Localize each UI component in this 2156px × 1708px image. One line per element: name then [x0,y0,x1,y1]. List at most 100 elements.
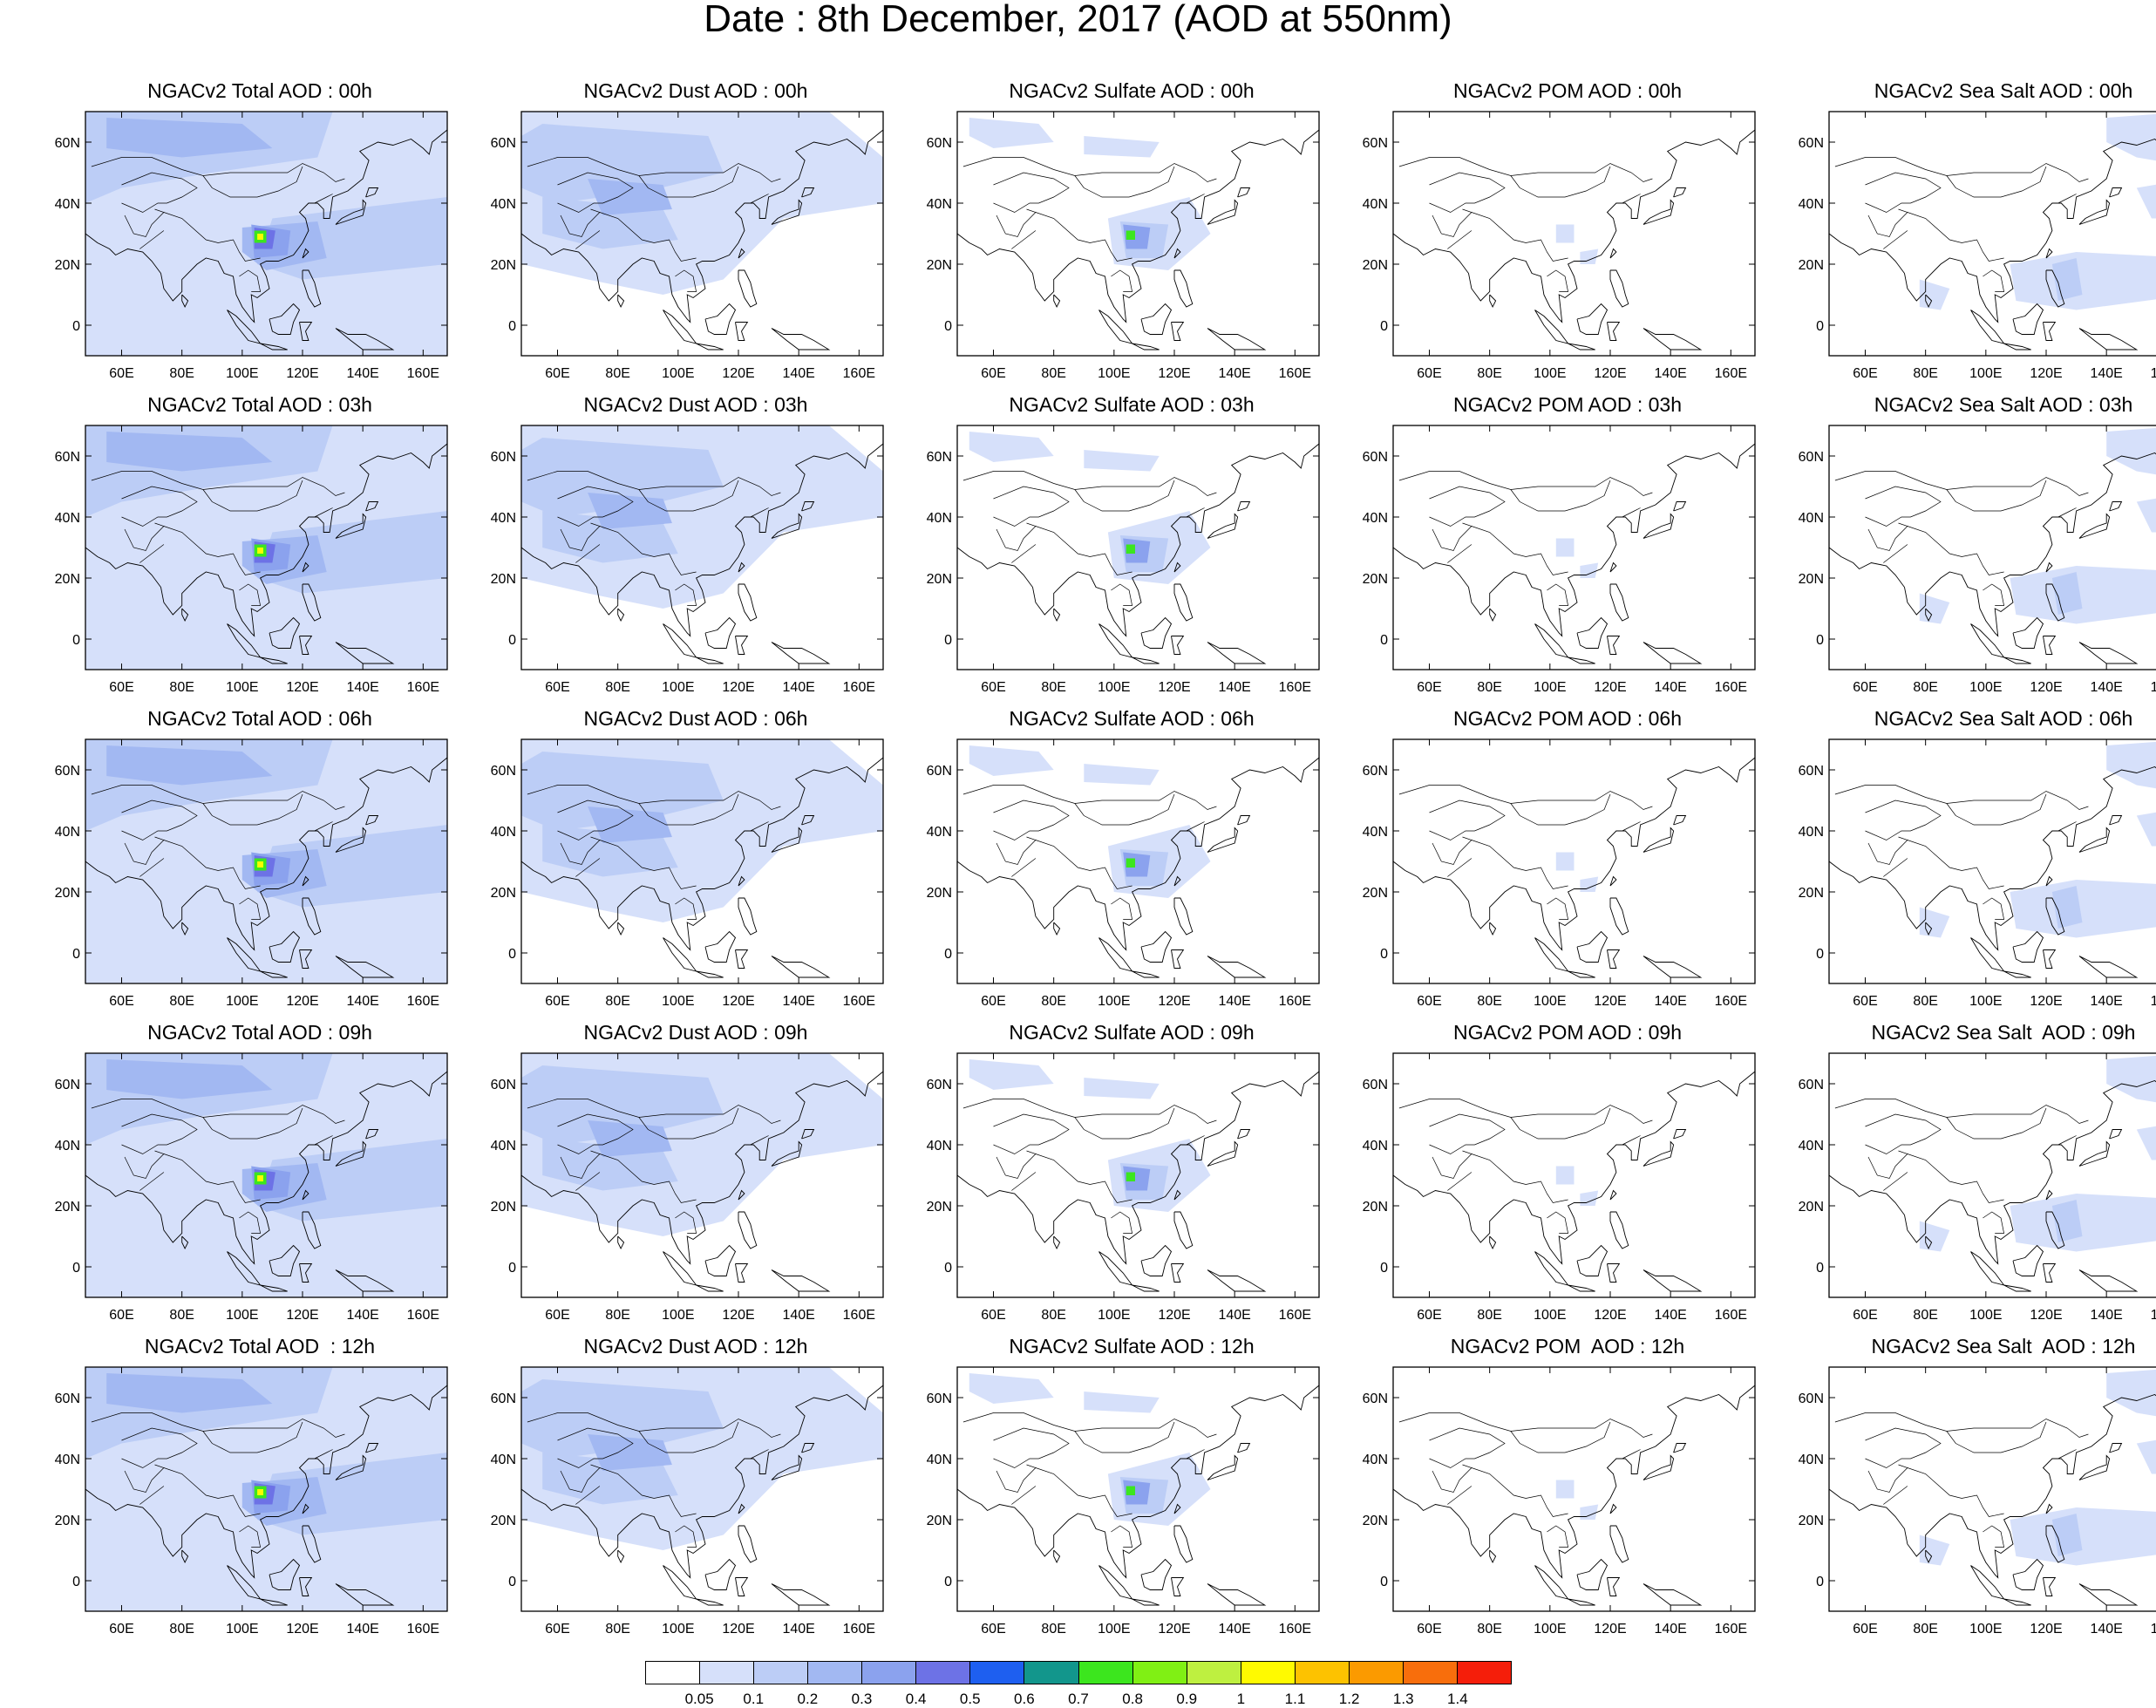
country-border [1622,508,1641,518]
country-border [1011,1173,1036,1191]
country-border [1430,1114,1506,1154]
x-tick-label: 120E [286,994,318,1009]
y-tick-label: 20N [1799,258,1824,273]
coastline [1568,1599,1595,1605]
y-tick-label: 0 [72,1575,80,1589]
y-tick-label: 20N [55,886,80,901]
coastline [1643,1270,1701,1292]
x-tick-label: 80E [1041,680,1065,695]
coastline [1141,618,1172,649]
country-border [1430,1428,1506,1468]
country-border [1472,1154,1568,1203]
y-tick-label: 60N [927,1078,952,1092]
country-border [1075,480,1174,511]
x-tick-label: 60E [1417,994,1441,1009]
y-tick-label: 0 [1816,1261,1824,1276]
coastline [1054,295,1060,307]
coastline [1490,1550,1496,1562]
y-tick-label: 60N [1363,764,1388,779]
x-tick-label: 140E [2090,680,2122,695]
country-border [1430,173,1506,213]
coastline [2004,344,2031,350]
coastline [1971,1252,2004,1286]
aod-shaded-region [1580,249,1598,265]
coastline [1535,1252,1568,1286]
aod-field [1829,112,2156,350]
y-tick-label: 60N [927,450,952,465]
y-tick-label: 20N [55,258,80,273]
y-tick-label: 0 [508,1575,516,1589]
coastline [2079,643,2137,664]
coastline [772,1270,829,1292]
colorbar-label: 0.8 [1122,1691,1143,1708]
y-tick-label: 0 [944,1575,952,1589]
x-tick-label: 160E [2151,1622,2156,1637]
coastline [1207,643,1265,664]
x-tick-label: 160E [1715,1622,1747,1637]
country-border [1547,898,1568,920]
aod-shaded-region [1920,1535,1950,1566]
country-border [1835,786,2089,810]
coastline [1577,932,1608,963]
y-tick-label: 20N [1363,572,1388,587]
country-border [1447,545,1472,563]
colorbar-box [970,1662,1024,1684]
y-tick-label: 60N [55,450,80,465]
coastline [1674,1444,1686,1453]
coastline [1674,502,1686,512]
coastline [1099,938,1132,972]
y-tick-label: 0 [72,633,80,648]
coastline [1643,1456,1674,1480]
aod-shaded-region [2106,739,2156,794]
coastline [2079,1270,2137,1292]
country-border [1075,1422,1174,1453]
y-tick-label: 60N [491,1392,516,1406]
x-tick-label: 100E [1098,994,1130,1009]
x-tick-label: 140E [1218,994,1250,1009]
y-tick-label: 20N [1363,258,1388,273]
country-border [1835,472,2089,496]
aod-field [1829,739,2156,977]
country-border [1511,1422,1610,1453]
aod-shaded-region [1556,1480,1574,1499]
coastline [1971,624,2004,658]
country-border [1432,837,1472,865]
x-tick-label: 60E [109,366,133,381]
y-tick-label: 0 [72,1261,80,1276]
country-border [1908,213,2004,262]
y-tick-label: 0 [1816,319,1824,334]
country-border [1111,1526,1132,1548]
coastline [1577,304,1608,335]
y-tick-label: 60N [1363,450,1388,465]
country-border [1472,527,1568,575]
y-tick-label: 20N [1799,886,1824,901]
aod-shaded-region [1920,908,1950,938]
colorbar-label: 1 [1237,1691,1245,1708]
coastline [2013,304,2044,335]
x-tick-label: 80E [169,680,194,695]
country-border [1983,898,2003,920]
coastline [738,270,757,307]
x-tick-label: 60E [981,1622,1005,1637]
x-tick-label: 60E [109,1308,133,1323]
coastline [1238,816,1250,826]
y-tick-label: 60N [55,1392,80,1406]
coastline [1132,657,1160,663]
x-tick-label: 100E [662,1622,694,1637]
x-tick-label: 120E [722,994,754,1009]
x-tick-label: 80E [1041,994,1065,1009]
aod-shaded-region [1920,594,1950,624]
coastline [1172,950,1184,969]
x-tick-label: 60E [545,680,569,695]
aod-shaded-region [2106,1053,2156,1108]
coastline [2044,950,2056,969]
colorbar-box [1133,1662,1187,1684]
x-tick-label: 160E [843,366,875,381]
